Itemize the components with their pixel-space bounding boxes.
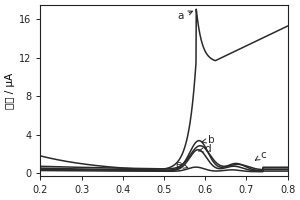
Y-axis label: 电流 / μA: 电流 / μA: [5, 72, 15, 109]
Text: d: d: [199, 144, 211, 154]
Text: a: a: [177, 11, 193, 21]
Text: c: c: [255, 150, 266, 160]
Text: e: e: [175, 160, 188, 170]
Text: b: b: [202, 135, 215, 145]
